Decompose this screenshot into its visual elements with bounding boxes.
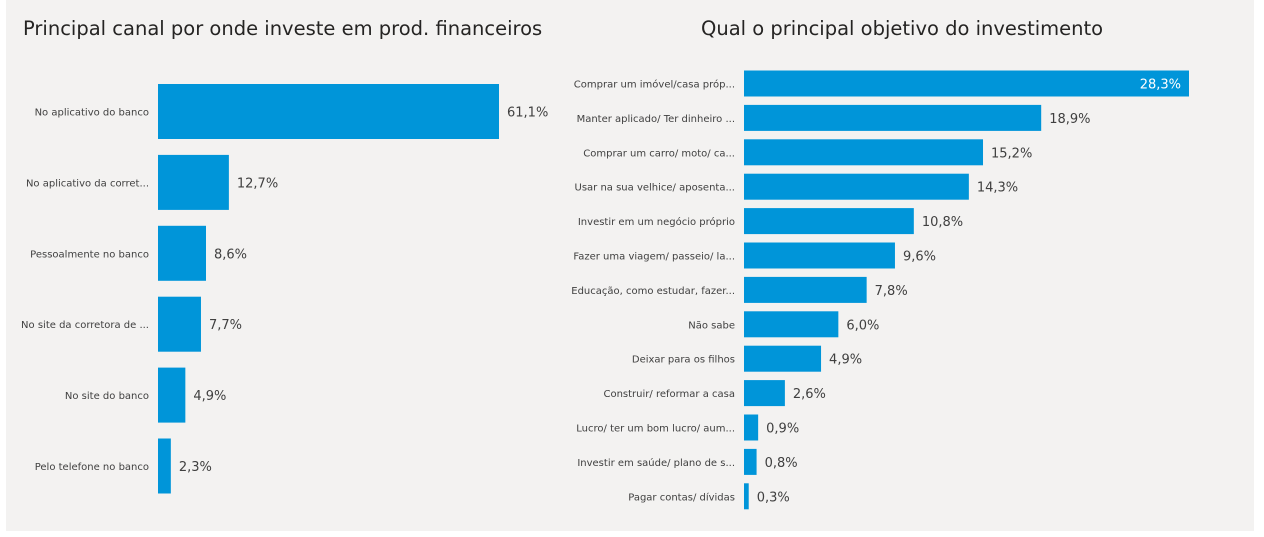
value-label: 12,7%: [237, 176, 278, 191]
value-label: 10,8%: [922, 215, 963, 230]
category-label: Comprar um carro/ moto/ ca...: [583, 148, 735, 159]
value-label: 7,7%: [209, 318, 242, 333]
category-label: Deixar para os filhos: [632, 355, 735, 366]
category-label: No aplicativo do banco: [35, 108, 149, 119]
bar[interactable]: [744, 483, 749, 510]
category-label: Comprar um imóvel/casa próp...: [574, 79, 735, 91]
bar[interactable]: [744, 104, 1042, 131]
category-label: Pessoalmente no banco: [30, 249, 149, 260]
category-label: Usar na sua velhice/ aposenta...: [575, 183, 736, 194]
value-label: 18,9%: [1049, 112, 1090, 127]
value-label: 28,3%: [1140, 78, 1181, 93]
bar[interactable]: [158, 84, 499, 139]
bar[interactable]: [744, 380, 785, 407]
value-label: 2,3%: [179, 460, 212, 475]
bar[interactable]: [158, 367, 186, 423]
value-label: 2,6%: [793, 387, 826, 402]
value-label: 0,3%: [757, 490, 790, 505]
bar[interactable]: [744, 448, 757, 475]
category-label: Lucro/ ter um bom lucro/ aum...: [576, 424, 735, 435]
chart-title-objetivo: Qual o principal objetivo do investiment…: [701, 17, 1104, 40]
category-label: Não sabe: [688, 320, 735, 331]
bar[interactable]: [744, 414, 759, 441]
category-label: No aplicativo da corret...: [26, 178, 149, 189]
chart-title-canal: Principal canal por onde investe em prod…: [23, 17, 543, 40]
category-label: Educação, como estudar, fazer...: [571, 286, 735, 297]
category-label: No site do banco: [65, 391, 149, 402]
category-label: Pelo telefone no banco: [35, 462, 149, 473]
category-label: Manter aplicado/ Ter dinheiro ...: [577, 114, 735, 125]
value-label: 0,9%: [766, 422, 799, 437]
bar[interactable]: [744, 311, 839, 338]
bar[interactable]: [158, 225, 206, 281]
value-label: 61,1%: [507, 106, 548, 121]
value-label: 4,9%: [829, 353, 862, 368]
value-label: 0,8%: [765, 456, 798, 471]
value-label: 7,8%: [875, 284, 908, 299]
category-label: Fazer uma viagem/ passeio/ la...: [573, 252, 735, 263]
value-label: 9,6%: [903, 250, 936, 265]
value-label: 14,3%: [977, 181, 1018, 196]
category-label: Construir/ reformar a casa: [603, 389, 735, 400]
bar[interactable]: [744, 242, 895, 269]
bar[interactable]: [158, 296, 201, 352]
bar[interactable]: [744, 345, 822, 372]
value-label: 6,0%: [846, 318, 879, 333]
category-label: No site da corretora de ...: [21, 320, 149, 331]
bar[interactable]: [744, 70, 1189, 97]
bar[interactable]: [158, 154, 229, 210]
value-label: 8,6%: [214, 247, 247, 262]
category-label: Pagar contas/ dívidas: [628, 491, 735, 503]
category-label: Investir em um negócio próprio: [578, 216, 735, 228]
bar[interactable]: [744, 276, 867, 303]
value-label: 15,2%: [991, 146, 1032, 161]
bar[interactable]: [744, 208, 914, 235]
bar[interactable]: [744, 139, 984, 166]
category-label: Investir em saúde/ plano de s...: [577, 457, 735, 469]
value-label: 4,9%: [193, 389, 226, 404]
bar[interactable]: [744, 173, 969, 200]
bar[interactable]: [158, 438, 171, 494]
